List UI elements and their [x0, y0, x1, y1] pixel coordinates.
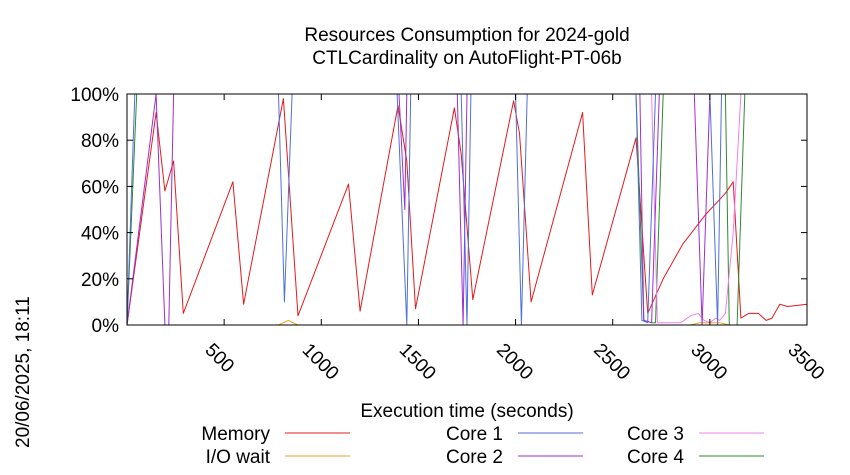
- legend-label-memory: Memory: [201, 424, 270, 445]
- series-layer: [126, 93, 808, 326]
- legend-label-core-4: Core 4: [627, 447, 684, 468]
- series-line-core-1: [126, 93, 807, 326]
- y-tick-label: 40%: [81, 224, 119, 245]
- plot-frame: [126, 93, 808, 326]
- chart-title: Resources Consumption for 2024-gold: [304, 25, 629, 46]
- series-line-memory: [126, 98, 808, 326]
- y-tick-label: 0%: [92, 316, 120, 337]
- legend-label-i-o-wait: I/O wait: [206, 447, 271, 468]
- series-line-core-2: [126, 93, 807, 326]
- x-tick-label: 1000: [298, 340, 343, 385]
- legend-label-core-1: Core 1: [446, 424, 503, 445]
- x-axis-label: Execution time (seconds): [360, 401, 573, 422]
- chart-subtitle: CTLCardinality on AutoFlight-PT-06b: [312, 48, 621, 69]
- y-tick-label: 60%: [81, 177, 119, 198]
- x-tick-label: 1500: [395, 340, 440, 385]
- legend-label-core-3: Core 3: [627, 424, 684, 445]
- y-tick-label: 100%: [70, 85, 119, 106]
- x-tick-label: 3000: [686, 340, 731, 385]
- timestamp-side-label: 20/06/2025, 18:11: [13, 296, 34, 448]
- y-tick-label: 20%: [81, 270, 119, 291]
- y-tick-label: 80%: [81, 131, 119, 152]
- series-line-core-3: [643, 93, 807, 324]
- x-tick-label: 3500: [783, 340, 828, 385]
- x-tick-label: 500: [201, 340, 238, 377]
- series-line-core-4: [126, 93, 807, 326]
- x-tick-label: 2000: [492, 340, 537, 385]
- legend-label-core-2: Core 2: [446, 447, 503, 468]
- x-tick-label: 2500: [589, 340, 634, 385]
